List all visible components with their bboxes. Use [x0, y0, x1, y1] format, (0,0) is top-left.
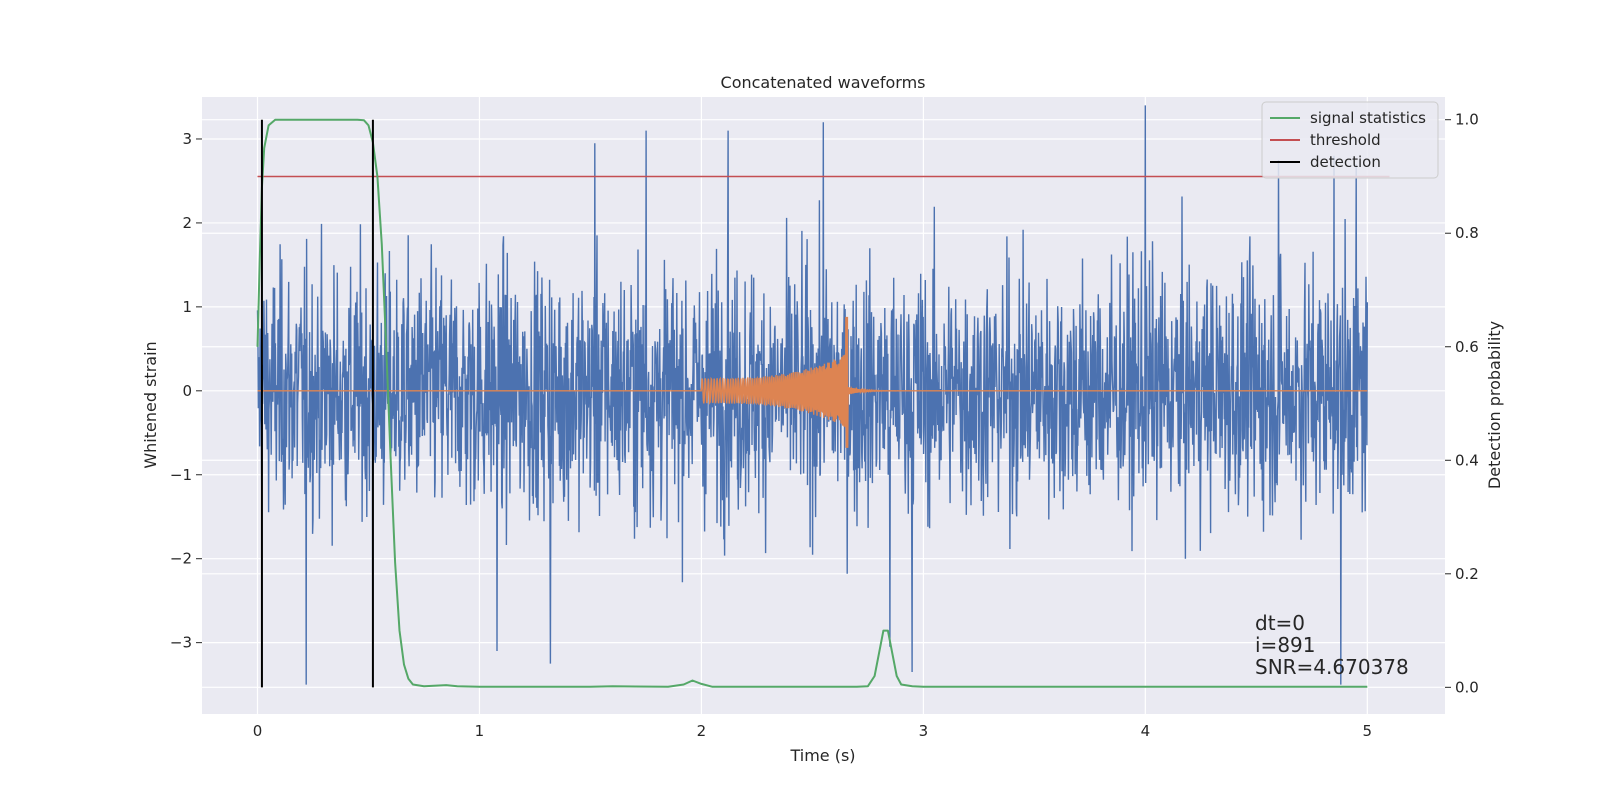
y-right-tick-label: 0.0: [1455, 678, 1479, 696]
y-right-tick-label: 1.0: [1455, 111, 1479, 129]
y-right-axis-label: Detection probability: [1485, 321, 1504, 489]
legend-label: signal statistics: [1310, 109, 1426, 127]
legend-box: [1261, 101, 1439, 179]
ticks: 0 1 2 3 4 5 −3 −2 −1 0 1 2 3 0.0 0.2 0.4 0.6 0.8 1.0: [170, 111, 1479, 740]
y-tick-label: 3: [182, 130, 192, 148]
annotation-text: dt=0: [1255, 611, 1305, 635]
annotation-text: i=891: [1255, 633, 1316, 657]
legend: signal statistics threshold detection: [1261, 101, 1439, 179]
chart-title: Concatenated waveforms: [721, 73, 926, 92]
x-tick-label: 2: [697, 722, 707, 740]
x-tick-label: 1: [475, 722, 485, 740]
y-tick-label: −3: [170, 634, 192, 652]
x-tick-label: 4: [1141, 722, 1151, 740]
annotation-text: SNR=4.670378: [1255, 655, 1409, 679]
y-right-tick-label: 0.2: [1455, 565, 1479, 583]
plot-content: [256, 105, 1390, 688]
x-tick-label: 5: [1363, 722, 1373, 740]
whitened-strain-line: [256, 105, 1368, 685]
y-tick-label: 1: [182, 298, 192, 316]
y-right-tick-label: 0.8: [1455, 224, 1479, 242]
y-tick-label: 0: [182, 382, 192, 400]
y-tick-label: −2: [170, 550, 192, 568]
x-tick-label: 0: [253, 722, 263, 740]
signal-statistics-line: [256, 118, 1368, 688]
y-tick-label: 2: [182, 214, 192, 232]
legend-label: detection: [1310, 153, 1381, 171]
y-tick-label: −1: [170, 466, 192, 484]
y-axis-label: Whitened strain: [141, 341, 160, 468]
injected-signal-line: [257, 316, 1368, 448]
legend-label: threshold: [1310, 131, 1381, 149]
x-tick-label: 3: [919, 722, 929, 740]
x-axis-label: Time (s): [789, 746, 855, 765]
y-right-tick-label: 0.4: [1455, 451, 1479, 469]
y-right-tick-label: 0.6: [1455, 338, 1479, 356]
